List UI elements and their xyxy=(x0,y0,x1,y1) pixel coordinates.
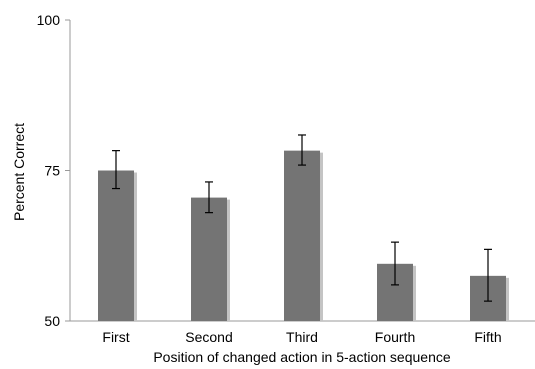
x-tick-label: Fourth xyxy=(375,329,415,345)
x-tick-label: Second xyxy=(185,329,232,345)
y-axis-title: Percent Correct xyxy=(11,123,27,221)
bar-shadow xyxy=(320,152,323,321)
x-axis-title: Position of changed action in 5-action s… xyxy=(153,349,451,365)
y-tick-label: 100 xyxy=(37,12,61,28)
error-bars xyxy=(112,134,492,302)
x-tick-labels: First Second Third Fourth Fifth xyxy=(102,329,501,345)
x-tick-label: Third xyxy=(286,329,318,345)
x-tick-label: First xyxy=(102,329,129,345)
bar-first xyxy=(98,170,134,321)
bar-third xyxy=(284,150,320,321)
y-tick-label: 75 xyxy=(44,163,60,179)
bar-shadow xyxy=(413,265,416,321)
bars xyxy=(98,150,509,321)
x-tick-label: Fifth xyxy=(474,329,501,345)
bar-second xyxy=(191,197,227,321)
y-ticks: 50 75 100 xyxy=(37,12,70,329)
bar-shadow xyxy=(506,277,509,321)
bar-shadow xyxy=(227,199,230,321)
bar-shadow xyxy=(134,172,137,321)
y-tick-label: 50 xyxy=(44,313,60,329)
